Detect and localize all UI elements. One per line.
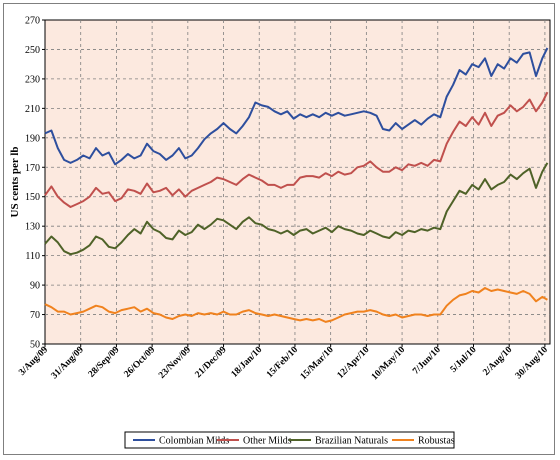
- y-tick-label: 190: [25, 133, 40, 144]
- y-tick-label: 230: [25, 74, 40, 85]
- x-axis-ticks: 3/Aug/09 31/Aug/09 28/Sep/09 26/Oct/09 23/No…: [17, 344, 550, 382]
- x-tick-label: 2/Aug/10: [481, 345, 514, 378]
- chart-frame: 50 70 90 110 130 150 170 190 210 230 250 270 3/Aug/…: [3, 3, 555, 455]
- y-tick-label: 170: [25, 163, 40, 174]
- x-tick-label: 5/Jul/10: [449, 345, 479, 375]
- y-tick-label: 50: [30, 340, 40, 351]
- x-tick-label: 12/Apr/10: [336, 345, 372, 381]
- x-tick-label: 21/Dec/09: [194, 345, 229, 380]
- x-tick-label: 26/Oct/09: [123, 345, 158, 380]
- y-tick-label: 110: [25, 251, 40, 262]
- y-tick-label: 130: [25, 222, 40, 233]
- y-tick-label: 150: [25, 192, 40, 203]
- y-tick-label: 210: [25, 104, 40, 115]
- x-tick-label: 15/Mar/10: [299, 345, 336, 382]
- y-tick-label: 90: [30, 281, 40, 292]
- gridlines: [45, 20, 550, 344]
- legend-label: Other Milds: [243, 436, 292, 447]
- x-tick-label: 7/Jun/10: [411, 345, 443, 377]
- series-line-brazilian-naturals: [44, 162, 549, 256]
- x-tick-label: 23/Nov/09: [157, 345, 193, 381]
- x-tick-label: 15/Feb/10: [265, 345, 300, 380]
- x-tick-label: 30/Aug/10: [514, 345, 550, 381]
- series-line-other-milds: [44, 91, 549, 208]
- series-line-colombian-milds: [44, 47, 549, 166]
- y-tick-label: 250: [25, 45, 40, 56]
- y-tick-label: 270: [25, 16, 40, 27]
- y-tick-label: 70: [30, 310, 40, 321]
- x-tick-label: 28/Sep/09: [87, 345, 122, 380]
- line-chart: 50 70 90 110 130 150 170 190 210 230 250 270 3/Aug/…: [9, 16, 551, 449]
- y-axis-ticks: 50 70 90 110 130 150 170 190 210 230 250 270: [25, 16, 45, 351]
- y-axis-label: US cents per lb: [9, 147, 21, 218]
- legend-label: Brazilian Naturals: [315, 436, 388, 447]
- series-lines: [44, 47, 549, 323]
- series-line-robustas: [44, 287, 548, 323]
- legend-label: Robustas: [418, 436, 455, 447]
- legend-label: Colombian Milds: [159, 436, 229, 447]
- x-tick-label: 31/Aug/09: [50, 345, 86, 381]
- x-tick-label: 18/Jan/10: [230, 345, 265, 380]
- legend: Colombian Milds Other Milds Brazilian Natu…: [133, 436, 455, 447]
- x-tick-label: 10/May/10: [370, 345, 407, 382]
